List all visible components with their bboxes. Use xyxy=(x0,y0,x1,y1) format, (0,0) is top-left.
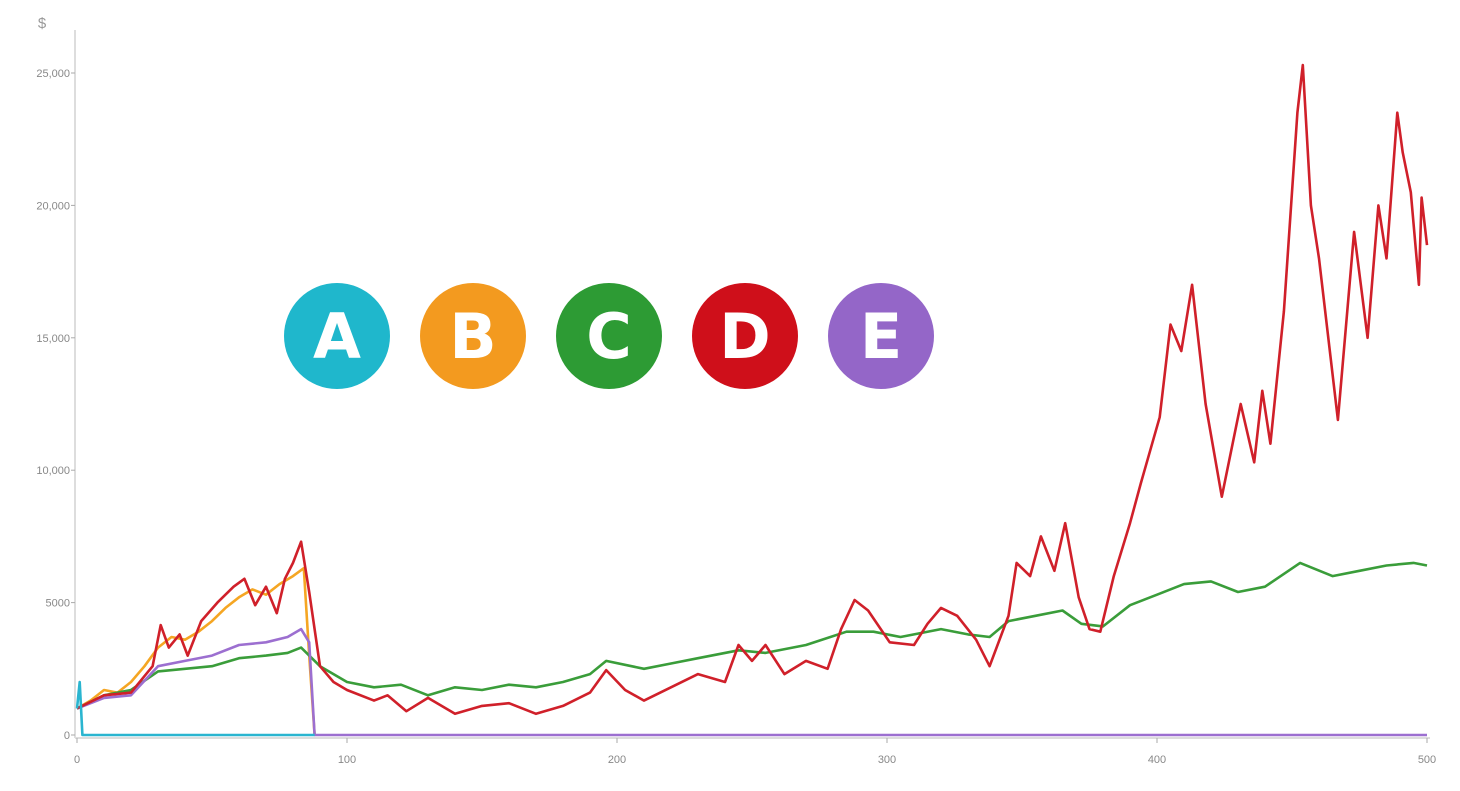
legend-label: C xyxy=(586,300,632,373)
y-tick-label: 20,000 xyxy=(36,200,70,212)
y-tick-label: 0 xyxy=(64,730,70,742)
legend-item-a: A xyxy=(284,283,390,389)
legend-item-e: E xyxy=(828,283,934,389)
legend-label: E xyxy=(860,300,902,373)
legend-badge xyxy=(284,283,390,389)
legend-badge xyxy=(556,283,662,389)
series-line-c xyxy=(76,561,1428,710)
legend-item-b: B xyxy=(420,283,526,389)
y-tick-label: 10,000 xyxy=(36,465,70,477)
series-line-b xyxy=(76,566,316,736)
series-line-d xyxy=(76,63,1429,716)
legend-badge xyxy=(828,283,934,389)
x-tick-label: 300 xyxy=(878,754,896,766)
x-tick-label: 200 xyxy=(608,754,626,766)
legend-item-c: C xyxy=(556,283,662,389)
legend-badge xyxy=(692,283,798,389)
x-tick-label: 100 xyxy=(338,754,356,766)
x-tick-label: 0 xyxy=(74,754,80,766)
legend-label: B xyxy=(449,300,496,373)
y-tick-label: 25,000 xyxy=(36,68,70,80)
y-tick-label: 15,000 xyxy=(36,333,70,345)
legend-label: A xyxy=(313,300,361,373)
x-tick-label: 400 xyxy=(1148,754,1166,766)
series-line-e xyxy=(76,627,1427,737)
y-axis-unit-label: $ xyxy=(38,15,47,32)
legend-item-d: D xyxy=(692,283,798,389)
x-tick-label: 500 xyxy=(1418,754,1436,766)
y-tick-label: 5000 xyxy=(46,598,70,610)
series-line-a xyxy=(75,680,315,737)
legend-badge xyxy=(420,283,526,389)
legend-label: D xyxy=(719,300,770,373)
